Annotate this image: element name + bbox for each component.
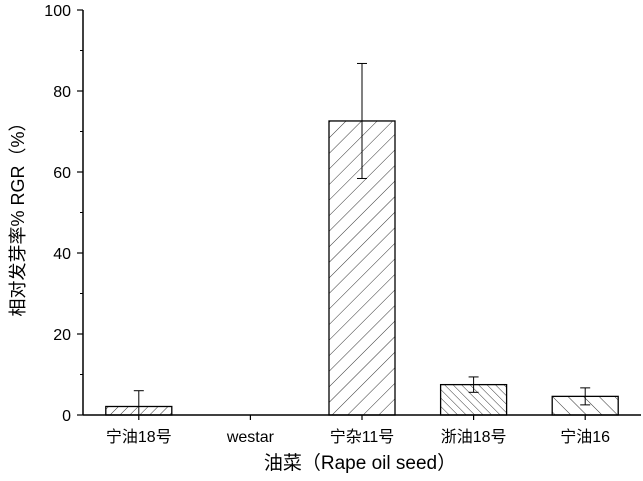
- x-tick-label: westar: [226, 429, 275, 446]
- y-tick-label: 60: [53, 165, 71, 182]
- y-tick-label: 80: [53, 84, 71, 101]
- x-tick-label: 浙油18号: [441, 428, 507, 446]
- y-tick-label: 0: [62, 408, 71, 425]
- y-tick-label: 100: [44, 3, 71, 20]
- x-tick-label: 宁油18号: [106, 428, 172, 446]
- y-tick-label: 20: [53, 327, 71, 344]
- x-tick-label: 宁杂11号: [330, 428, 395, 446]
- x-tick-label: 宁油16: [560, 428, 610, 446]
- y-tick-label: 40: [53, 246, 71, 263]
- x-axis-label: 油菜（Rape oil seed）: [264, 452, 456, 474]
- y-axis-label: 相对发芽率% RGR（%）: [8, 113, 28, 316]
